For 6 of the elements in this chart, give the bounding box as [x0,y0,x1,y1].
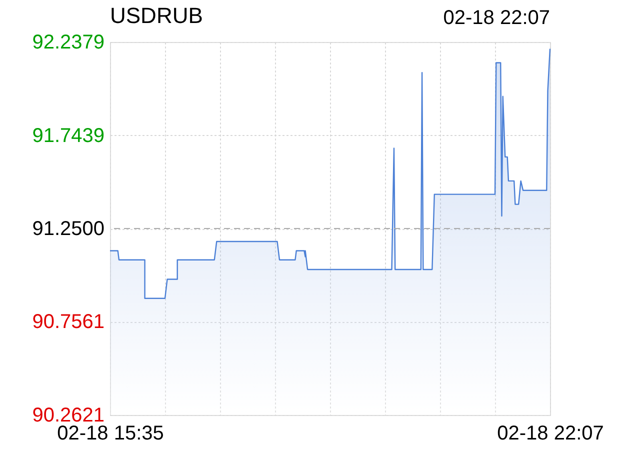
y-tick-label: 91.7439 [32,124,104,147]
chart-title: USDRUB [110,3,203,28]
y-tick-label: 91.2500 [32,218,104,240]
y-tick-label: 90.7561 [32,311,104,334]
text: 02-18 22:07 [443,7,550,29]
y-tick-label: 92.2379 [32,32,104,54]
